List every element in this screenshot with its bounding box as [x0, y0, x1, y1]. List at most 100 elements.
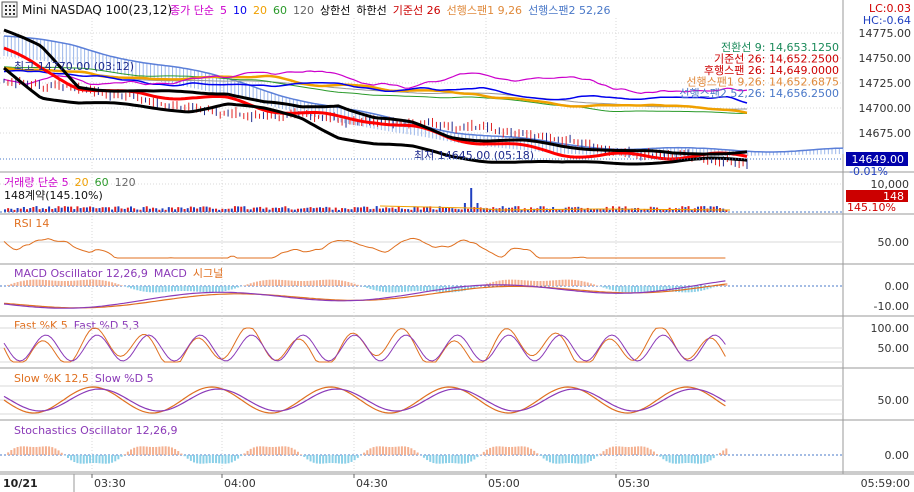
volume-bar: [114, 206, 117, 212]
volume-bar: [315, 207, 318, 212]
macd-osc-bar: [624, 286, 627, 293]
macd-osc-bar: [558, 279, 561, 286]
stoch-osc-bar: [211, 455, 214, 464]
volume-bar: [161, 208, 164, 212]
stoch-osc-bar: [73, 455, 76, 463]
volume-bar: [290, 209, 293, 212]
volume-bar: [155, 208, 158, 212]
slow-tick: 50.00: [878, 394, 910, 407]
volume-bar: [687, 206, 690, 212]
macd-osc-bar: [397, 286, 400, 293]
macd-osc-bar: [145, 286, 148, 292]
macd-osc-bar: [611, 286, 614, 291]
volume-bar: [22, 206, 25, 212]
grid-icon: [9, 9, 11, 11]
macd-osc-bar: [221, 286, 224, 292]
stoch-osc-bar: [432, 455, 435, 464]
macd-osc-bar: [662, 286, 665, 292]
volume-bar: [189, 206, 192, 212]
volume-bar: [41, 208, 44, 212]
volume-legend-item-2: 60: [95, 176, 109, 189]
volume-legend-item-0: 거래량 단순 5: [4, 176, 69, 189]
macd-osc-bar: [85, 279, 88, 286]
upper-band-line: [3, 28, 748, 156]
volume-bar: [407, 209, 410, 212]
stoch-osc-bar: [152, 446, 155, 455]
volume-bar: [378, 208, 381, 212]
volume-bar: [54, 208, 57, 212]
volume-bar: [73, 209, 76, 212]
macd-osc-bar: [589, 283, 592, 286]
macd-osc-bar: [593, 284, 596, 286]
stoch-osc-bar: [618, 446, 621, 455]
macd-osc-bar: [120, 285, 123, 286]
macd-osc-bar: [372, 286, 375, 290]
volume-bar: [454, 208, 457, 212]
stoch-osc-bar: [287, 446, 290, 455]
volume-bar: [120, 208, 123, 212]
volume-bar: [70, 206, 73, 212]
stoch-osc-bar: [22, 446, 25, 455]
stoch-osc-bar: [26, 446, 29, 455]
price-legend-item-0: 종가 단순: [170, 4, 214, 17]
stoch-osc-bar: [479, 454, 482, 455]
stoch-osc-bar: [530, 448, 533, 455]
macd-osc-bar: [404, 286, 407, 292]
volume-bar: [221, 208, 224, 212]
stoch-osc-bar: [580, 455, 583, 464]
stoch-osc-bar: [706, 455, 709, 463]
stoch-osc-bar: [712, 455, 715, 459]
volume-bar: [599, 208, 602, 212]
volume-bar: [375, 206, 378, 212]
volume-bar: [422, 206, 425, 212]
volume-bar: [10, 208, 13, 212]
macd-osc-bar: [599, 286, 602, 287]
volume-bar: [583, 209, 586, 212]
stoch-osc-bar: [454, 455, 457, 464]
time-label: 04:30: [356, 477, 388, 490]
macd-osc-bar: [202, 286, 205, 293]
price-legend-item-10: 선행스팬2 52,26: [528, 4, 610, 17]
price-tick: 14775.00: [859, 27, 912, 40]
macd-osc-bar: [10, 283, 13, 286]
volume-bar: [252, 207, 255, 212]
fastd-line: [3, 334, 726, 362]
macd-osc-bar: [533, 280, 536, 286]
ichimoku-label: 전환선 9: 14,653.1250: [721, 41, 839, 54]
stoch-osc-bar: [511, 446, 514, 455]
macd-osc-bar: [501, 280, 504, 286]
price-legend-item-2: 10: [233, 4, 247, 17]
stoch-osc-bar: [44, 446, 47, 455]
ichimoku-label: 후행스팬 26: 14,649.0000: [704, 64, 839, 77]
volume-bar: [328, 207, 331, 212]
volume-bar: [621, 207, 624, 212]
volume-bar: [63, 206, 66, 212]
ma-line-3: [3, 69, 748, 104]
stoch-osc-bar: [167, 446, 170, 455]
volume-bar: [394, 208, 397, 212]
volume-bar: [230, 208, 233, 212]
volume-marker: [846, 190, 908, 202]
stoch-osc-bar: [520, 446, 523, 455]
volume-bar: [174, 209, 177, 212]
volume-bar: [470, 188, 473, 212]
macd-osc-bar: [495, 281, 498, 286]
ichimoku-label: 선행스팬2 52,26: 14,656.2500: [679, 87, 839, 100]
volume-bar: [259, 206, 262, 212]
volume-bar: [700, 206, 703, 212]
volume-bar: [196, 208, 199, 212]
stoch-osc-bar: [246, 450, 249, 455]
stoch-osc-bar: [385, 446, 388, 455]
macd-osc-bar: [363, 286, 366, 287]
stoch-osc-bar: [170, 447, 173, 455]
stoch-osc-bar: [344, 455, 347, 464]
macd-tick: -10.00: [874, 300, 909, 313]
grid-icon: [5, 13, 7, 15]
stoch-osc-bar: [16, 446, 19, 455]
macd-line: [3, 280, 726, 309]
macd-osc-bar: [422, 286, 425, 292]
stoch-osc-bar: [312, 455, 315, 463]
stoch-osc-bar: [218, 455, 221, 464]
macd-osc-bar: [303, 280, 306, 286]
macd-osc-bar: [111, 282, 114, 286]
